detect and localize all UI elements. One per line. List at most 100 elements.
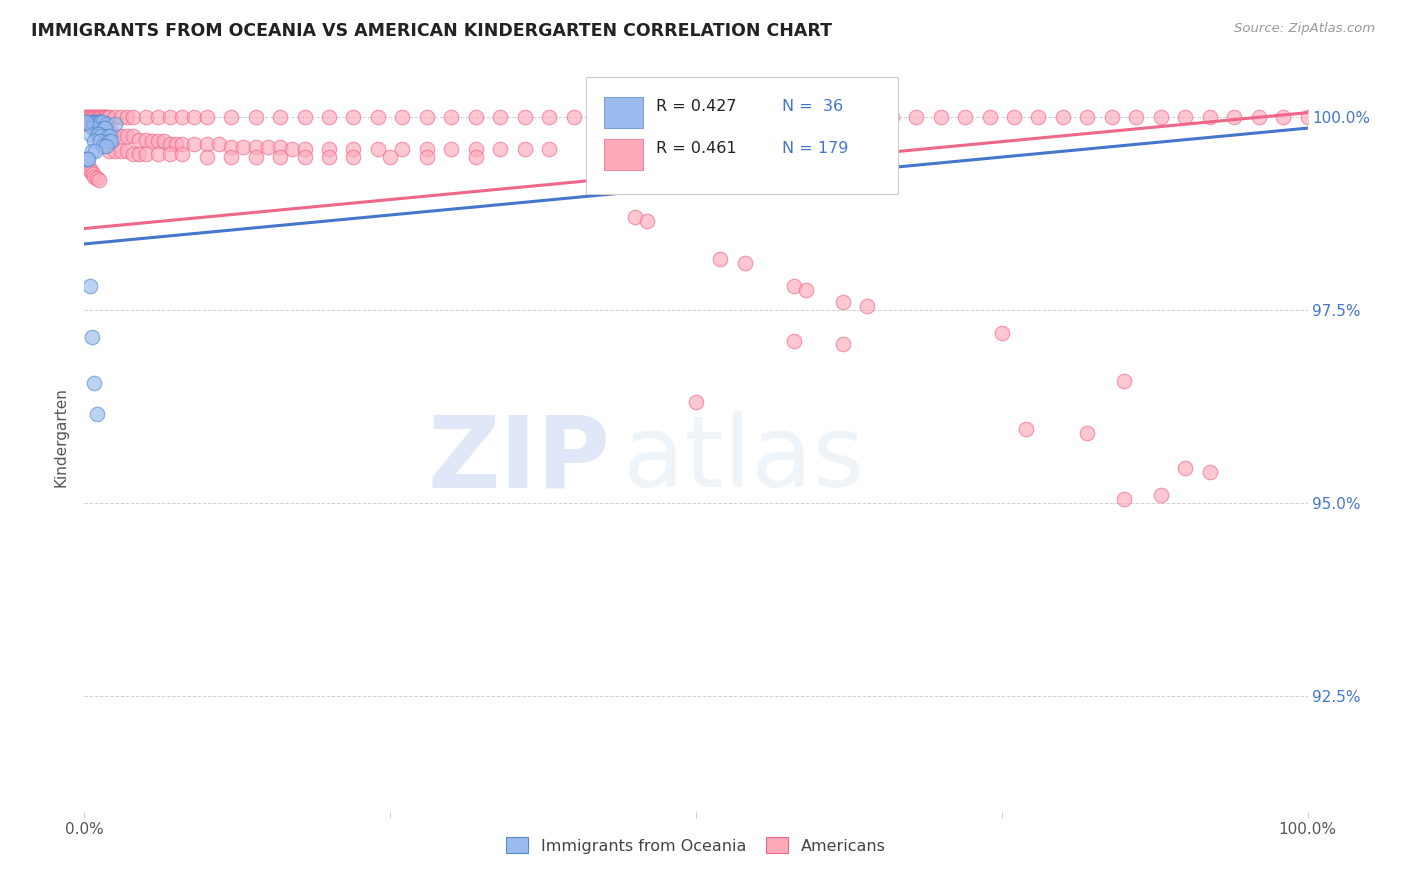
Point	[86, 127, 108, 141]
Point	[73, 110, 96, 124]
Point	[82, 121, 104, 136]
Point	[86, 171, 108, 186]
Point	[83, 376, 105, 390]
Text: ZIP: ZIP	[427, 411, 610, 508]
Point	[146, 110, 169, 124]
Point	[416, 150, 439, 164]
Point	[1015, 422, 1038, 436]
Point	[219, 110, 242, 124]
Point	[115, 128, 138, 143]
Point	[90, 121, 112, 136]
Point	[77, 152, 100, 166]
Point	[294, 110, 316, 124]
Point	[96, 125, 118, 139]
Point	[586, 110, 609, 124]
Point	[929, 110, 952, 124]
Point	[294, 150, 316, 164]
Point	[367, 142, 389, 156]
Point	[75, 110, 97, 124]
Point	[75, 117, 97, 131]
Point	[93, 121, 115, 136]
Point	[98, 128, 121, 143]
Point	[391, 142, 413, 156]
Point	[89, 110, 111, 124]
Point	[84, 121, 107, 136]
Y-axis label: Kindergarten: Kindergarten	[53, 387, 69, 487]
Point	[905, 110, 928, 124]
Point	[219, 150, 242, 164]
Point	[83, 134, 105, 148]
Point	[84, 110, 107, 124]
Point	[80, 117, 103, 131]
FancyBboxPatch shape	[605, 97, 644, 128]
Point	[783, 279, 806, 293]
Point	[83, 115, 105, 129]
Point	[245, 110, 267, 124]
Point	[269, 150, 291, 164]
Point	[110, 145, 132, 159]
Point	[83, 121, 105, 136]
Point	[135, 146, 157, 161]
Point	[991, 326, 1014, 340]
Point	[513, 110, 536, 124]
Point	[318, 110, 340, 124]
Point	[794, 283, 817, 297]
Point	[135, 110, 157, 124]
Point	[90, 110, 112, 124]
Point	[734, 110, 756, 124]
Point	[685, 395, 707, 409]
Point	[831, 337, 853, 351]
Point	[172, 146, 194, 161]
Point	[269, 110, 291, 124]
Point	[172, 110, 194, 124]
Point	[1076, 426, 1098, 441]
Point	[82, 168, 104, 182]
Point	[758, 110, 780, 124]
Point	[1114, 374, 1136, 388]
Point	[831, 294, 853, 309]
Point	[856, 110, 879, 124]
Point	[100, 134, 122, 148]
Point	[89, 115, 111, 129]
Point	[208, 136, 231, 151]
Point	[135, 133, 157, 147]
Point	[93, 110, 115, 124]
Point	[80, 329, 103, 343]
Point	[1296, 110, 1319, 124]
Point	[489, 110, 512, 124]
Point	[195, 150, 218, 164]
Point	[1028, 110, 1050, 124]
Point	[77, 110, 100, 124]
Point	[245, 140, 267, 154]
Point	[128, 146, 150, 161]
Point	[94, 121, 117, 136]
Legend: Immigrants from Oceania, Americans: Immigrants from Oceania, Americans	[499, 831, 893, 860]
Point	[1223, 110, 1246, 124]
Point	[783, 334, 806, 348]
Point	[97, 125, 120, 139]
Text: R = 0.427: R = 0.427	[655, 99, 737, 114]
Point	[115, 145, 138, 159]
Point	[232, 140, 254, 154]
Point	[75, 152, 97, 166]
Point	[87, 127, 110, 141]
Point	[94, 110, 117, 124]
Point	[76, 152, 98, 166]
Point	[97, 128, 120, 143]
Point	[172, 136, 194, 151]
Point	[440, 142, 463, 156]
Text: R = 0.461: R = 0.461	[655, 141, 737, 156]
Point	[97, 134, 120, 148]
Point	[122, 146, 145, 161]
Point	[122, 128, 145, 143]
Point	[91, 110, 114, 124]
Point	[90, 128, 112, 143]
Point	[1247, 110, 1270, 124]
Point	[1101, 110, 1123, 124]
Point	[183, 110, 205, 124]
Point	[87, 173, 110, 187]
Point	[104, 117, 127, 131]
Point	[807, 110, 830, 124]
Point	[84, 145, 107, 159]
Point	[91, 115, 114, 129]
